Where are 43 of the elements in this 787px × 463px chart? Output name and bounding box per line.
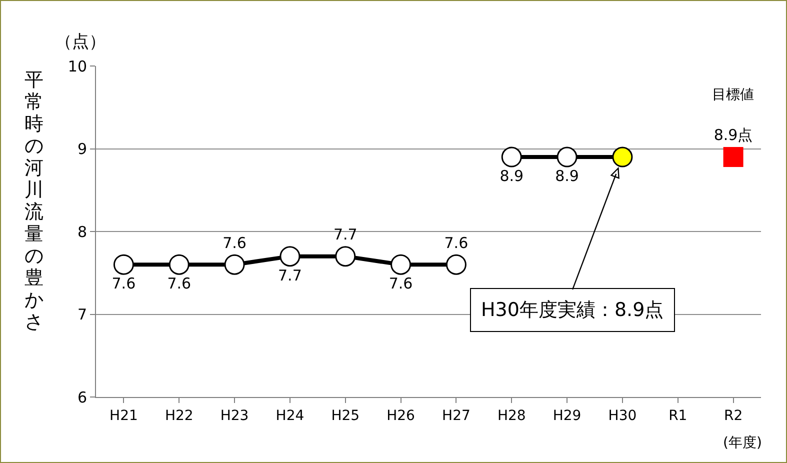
x-tick-label: H27 [442,408,470,424]
x-tick-label: H23 [220,408,249,424]
x-tick-label: H21 [110,408,138,424]
y-tick-label: 10 [68,57,87,76]
text: (年度) [723,435,762,451]
point [113,254,134,275]
data-label: 8.9 [500,167,524,186]
annotation: H30年度実績：8.9点 [481,299,664,321]
point [335,246,356,267]
data-label: 7.6 [388,274,413,293]
data-label: 7.6 [222,234,246,252]
x-tick-label: H26 [386,408,416,424]
text: 平常時の河川流量の豊かさ [24,69,44,333]
x-tick-label: H28 [497,408,526,424]
text: 目標値 [712,87,754,103]
data-label: 7.7 [278,266,302,284]
x-tick-label: H30 [608,408,637,424]
x-tick-label: H22 [164,408,194,424]
y-tick-label: 6 [77,388,87,406]
y-tick-label: 8 [77,222,87,241]
point [501,146,522,168]
x-tick-label: R1 [668,408,688,424]
data-label: 8.9 [555,167,579,186]
data-label: 7.6 [112,274,136,293]
x-tick-label: H24 [276,408,304,424]
point [612,146,633,168]
data-label: 7.6 [444,234,468,252]
y-tick-label: 9 [77,140,87,158]
point [446,254,466,275]
point [280,246,300,267]
point [556,146,578,168]
point [723,147,744,168]
data-label: 8.9点 [714,126,753,144]
y-tick-label: 7 [77,306,87,324]
x-tick-label: H29 [552,408,582,424]
point [224,254,245,275]
data-label: 7.7 [333,226,358,244]
point [168,254,190,275]
data-label: 7.6 [167,274,192,293]
x-tick-label: R2 [724,408,743,424]
x-tick-label: H25 [331,408,360,424]
text: （点） [55,32,106,52]
point [390,254,412,275]
